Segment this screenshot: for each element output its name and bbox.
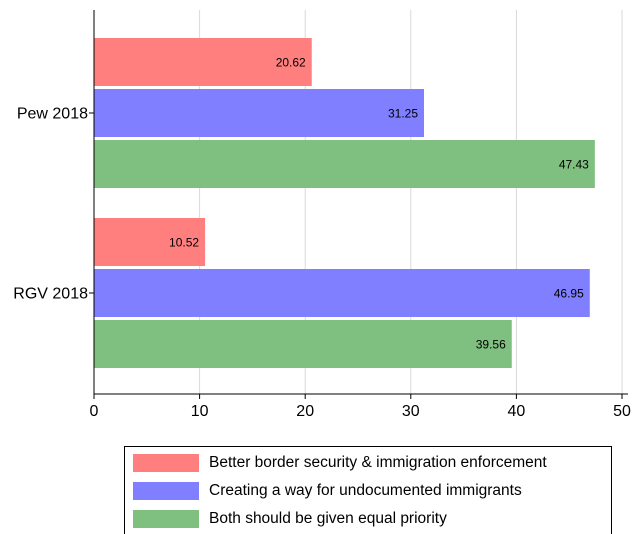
- bar-0-0: [94, 38, 312, 86]
- bar-chart: 20.62 31.25 47.43 10.52 46.95 39.56 0 10 20 30 40…: [13, 10, 631, 420]
- x-tick-label-30: 30: [402, 403, 420, 420]
- legend-item-undocumented-immigrants: Creating a way for undocumented immigran…: [133, 481, 522, 501]
- x-tick-label-20: 20: [296, 403, 314, 420]
- bar-1-1: [94, 269, 590, 317]
- legend-item-border-security: Better border security & immigration enf…: [133, 453, 547, 473]
- bar-0-1: [94, 89, 424, 137]
- category-labels: Pew 2018 RGV 2018: [13, 106, 94, 303]
- data-label-0-2: 47.43: [559, 158, 589, 172]
- category-label-0: Pew 2018: [17, 106, 88, 123]
- bar-1-2: [94, 320, 512, 368]
- x-tick-label-10: 10: [191, 403, 209, 420]
- x-axis-ticks: 0 10 20 30 40 50: [90, 394, 631, 420]
- x-tick-label-50: 50: [613, 403, 631, 420]
- data-label-1-2: 39.56: [476, 338, 506, 352]
- data-label-1-1: 46.95: [554, 287, 584, 301]
- legend-swatch-equal-priority: [133, 510, 199, 528]
- legend-label-undocumented-immigrants: Creating a way for undocumented immigran…: [209, 482, 522, 499]
- bar-1-0: [94, 218, 206, 266]
- legend-label-equal-priority: Both should be given equal priority: [209, 510, 447, 527]
- bars: [94, 38, 595, 368]
- category-label-1: RGV 2018: [13, 286, 88, 303]
- legend: Better border security & immigration enf…: [124, 446, 612, 534]
- x-tick-label-40: 40: [508, 403, 526, 420]
- x-tick-label-0: 0: [90, 403, 99, 420]
- legend-item-equal-priority: Both should be given equal priority: [133, 509, 447, 529]
- legend-swatch-undocumented-immigrants: [133, 482, 199, 500]
- data-label-0-0: 20.62: [276, 56, 306, 70]
- bar-0-2: [94, 140, 595, 188]
- data-labels: 20.62 31.25 47.43 10.52 46.95 39.56: [169, 56, 589, 352]
- legend-label-border-security: Better border security & immigration enf…: [209, 454, 547, 471]
- data-label-0-1: 31.25: [388, 107, 418, 121]
- data-label-1-0: 10.52: [169, 236, 199, 250]
- legend-swatch-border-security: [133, 454, 199, 472]
